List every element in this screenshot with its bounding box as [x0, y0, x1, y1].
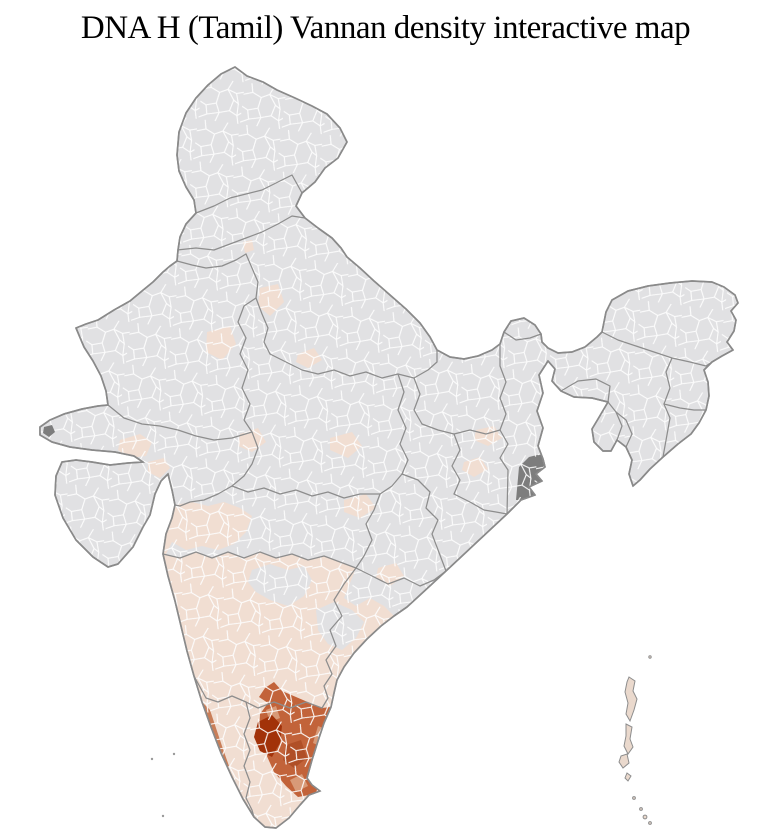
nicobar-island-dot-2[interactable]: [639, 807, 643, 811]
nicobar-island-dot-4[interactable]: [648, 821, 652, 825]
nicobar-island-dot-1[interactable]: [632, 796, 636, 800]
india-map-figure: [0, 58, 771, 839]
india-choropleth-map[interactable]: [0, 58, 771, 839]
south-andaman-island[interactable]: [618, 753, 630, 769]
lakshadweep-islands[interactable]: [150, 752, 176, 818]
little-andaman-island[interactable]: [624, 772, 632, 782]
andaman-north-dot[interactable]: [648, 655, 652, 659]
nicobar-island-dot-3[interactable]: [642, 814, 648, 820]
kutch-tip-islet[interactable]: [43, 425, 55, 437]
state-borders: [107, 174, 713, 818]
page-title: DNA H (Tamil) Vannan density interactive…: [80, 10, 691, 46]
page: DNA H (Tamil) Vannan density interactive…: [0, 10, 771, 839]
middle-andaman-island[interactable]: [623, 723, 634, 755]
india-outer-border: [39, 66, 739, 829]
lakshadweep-dot-3[interactable]: [161, 814, 165, 818]
andaman-nicobar-islands[interactable]: [618, 655, 652, 825]
lakshadweep-dot-2[interactable]: [172, 752, 176, 756]
north-andaman-island[interactable]: [624, 676, 638, 723]
district-borders-overlay-fill: [40, 67, 738, 828]
lakshadweep-dot-1[interactable]: [150, 757, 154, 761]
